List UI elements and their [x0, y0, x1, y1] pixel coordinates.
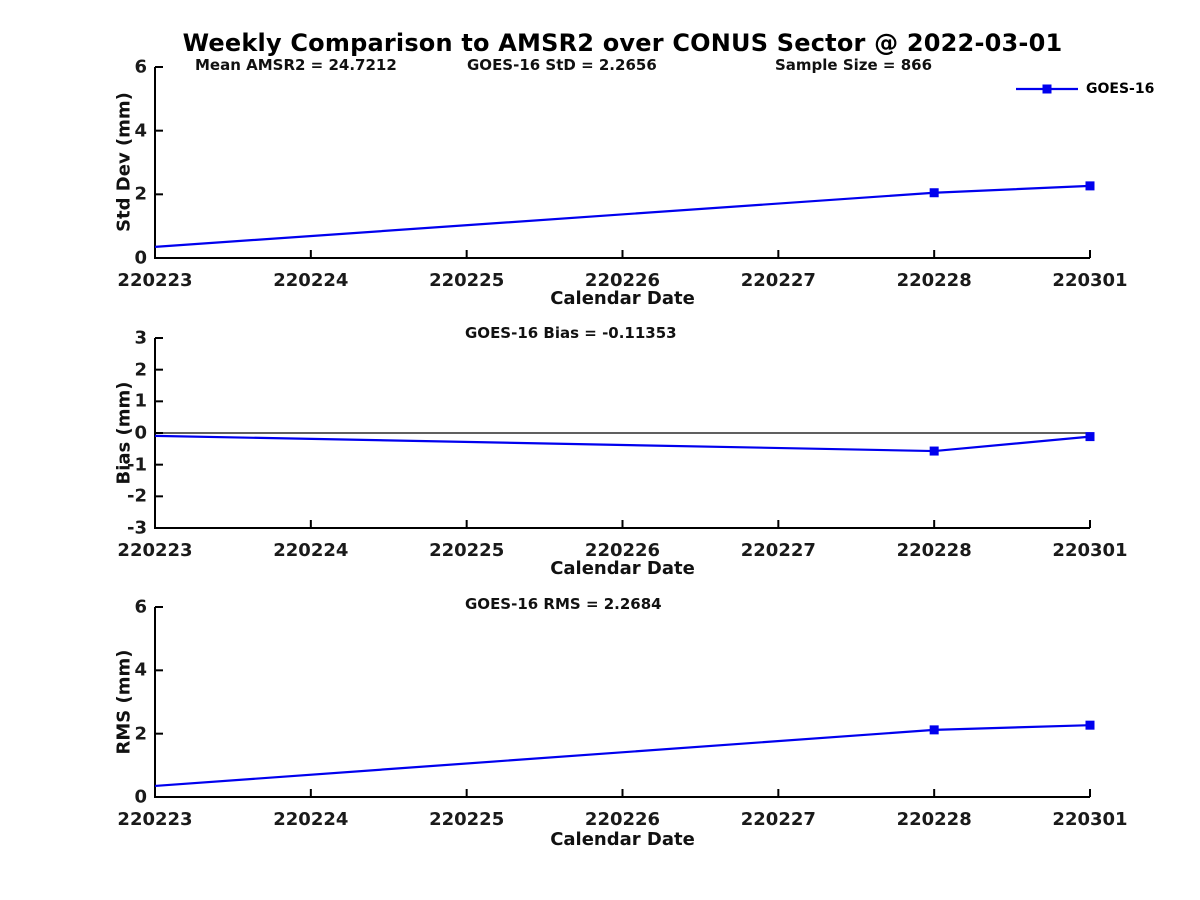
y-tick-label: 2 [134, 183, 147, 205]
x-tick-label: 220301 [1052, 270, 1128, 291]
y-tick-label: 4 [134, 120, 147, 142]
x-tick-label: 220224 [273, 540, 349, 561]
x-tick-label: 220301 [1052, 540, 1128, 561]
x-tick-label: 220226 [584, 809, 661, 830]
y-tick-label: 0 [134, 422, 147, 444]
x-tick-label: 220223 [117, 540, 193, 561]
data-marker-goes-16 [1085, 181, 1095, 191]
y-axis-label-stddev: Std Dev (mm) [113, 92, 135, 232]
y-tick-label: 3 [134, 327, 147, 349]
x-tick-label: 220225 [429, 270, 505, 291]
data-line-goes-16 [154, 724, 1091, 788]
x-axis-label-calendar-date: Calendar Date [550, 558, 695, 579]
y-tick-label: 0 [134, 247, 147, 269]
data-marker-goes-16 [929, 188, 939, 198]
y-tick-label: -1 [127, 454, 147, 476]
figure-title: Weekly Comparison to AMSR2 over CONUS Se… [182, 29, 1063, 57]
x-tick-label: 220225 [429, 540, 505, 561]
y-tick-label: 2 [134, 359, 147, 381]
data-marker-goes-16 [1085, 720, 1095, 730]
legend-marker [1042, 84, 1052, 94]
x-tick-label: 220223 [117, 270, 193, 291]
x-tick-label: 220227 [740, 540, 816, 561]
annotation-goes16-rms: GOES-16 RMS = 2.2684 [465, 595, 662, 613]
data-line-goes-16 [154, 184, 1091, 248]
x-tick-label: 220226 [584, 540, 661, 561]
x-tick-label: 220224 [273, 809, 349, 830]
legend-label: GOES-16 [1086, 81, 1155, 97]
x-tick-label: 220225 [429, 809, 505, 830]
y-tick-label: 0 [134, 786, 147, 808]
y-tick-label: 1 [134, 390, 147, 412]
y-tick-label: 6 [134, 56, 147, 78]
y-tick-label: 6 [134, 596, 147, 618]
annotation-goes16-bias: GOES-16 Bias = -0.11353 [465, 324, 677, 342]
data-line-goes-16 [154, 434, 1091, 453]
x-tick-label: 220227 [740, 809, 816, 830]
y-tick-label: 2 [134, 723, 147, 745]
x-axis-label-calendar-date: Calendar Date [550, 288, 695, 309]
y-tick-label: -2 [127, 485, 147, 507]
x-tick-label: 220228 [896, 809, 972, 830]
x-tick-label: 220301 [1052, 809, 1128, 830]
data-marker-goes-16 [929, 446, 939, 456]
x-tick-label: 220224 [273, 270, 349, 291]
x-axis-label-calendar-date: Calendar Date [550, 829, 695, 850]
data-marker-goes-16 [1085, 432, 1095, 442]
x-tick-label: 220223 [117, 809, 193, 830]
data-marker-goes-16 [929, 725, 939, 735]
x-tick-label: 220228 [896, 540, 972, 561]
x-tick-label: 220227 [740, 270, 816, 291]
annotation-sample-size: Sample Size = 866 [775, 56, 933, 74]
x-tick-label: 220226 [584, 270, 661, 291]
annotation-goes16-std: GOES-16 StD = 2.2656 [467, 56, 657, 74]
y-tick-label: 4 [134, 659, 147, 681]
x-tick-label: 220228 [896, 270, 972, 291]
annotation-mean-amsr2: Mean AMSR2 = 24.7212 [195, 56, 397, 74]
y-tick-label: -3 [127, 517, 147, 539]
